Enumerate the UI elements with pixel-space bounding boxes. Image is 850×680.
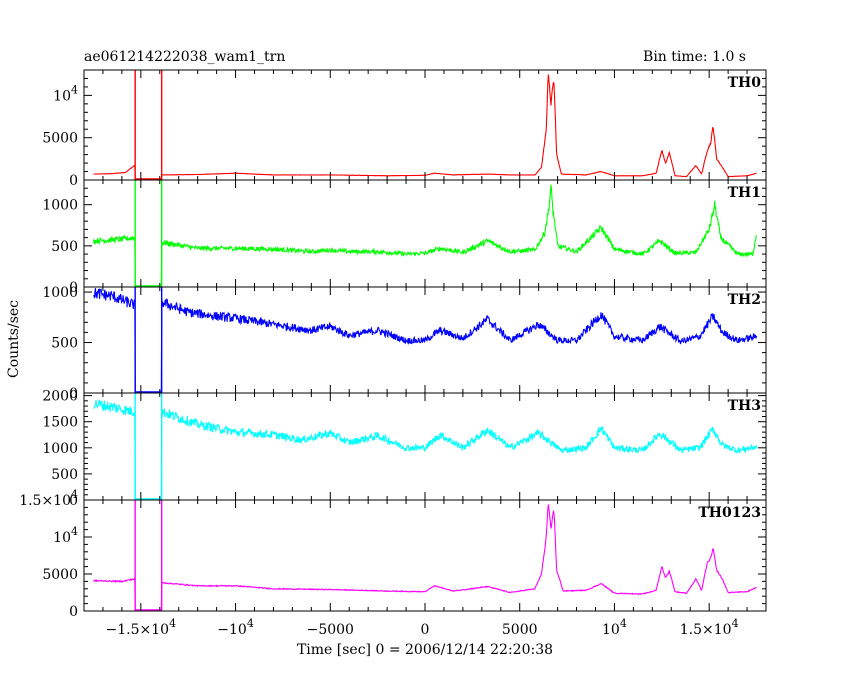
y-tick-label: 5000 (42, 131, 78, 147)
series-line-th1 (92, 184, 758, 287)
panel-th0: 0 5000 104 TH0 (42, 69, 767, 189)
y-tick-label: 1000 (42, 198, 78, 214)
x-tick-label: 1.5×104 (680, 617, 739, 638)
panel-th2: 0 500 1000 TH2 (42, 285, 767, 402)
panel-label-th0123: TH0123 (698, 505, 761, 521)
x-tick-label: −1.5×104 (106, 617, 177, 638)
y-tick-label: 104 (53, 83, 78, 104)
y-tick-label: 500 (51, 336, 78, 352)
x-axis-label: Time [sec] 0 = 2006/12/14 22:20:38 (297, 642, 553, 658)
y-tick-label: 1.5×104 (19, 488, 78, 509)
bin-time-label: Bin time: 1.0 s (643, 49, 746, 65)
data-gap-th3 (134, 393, 163, 500)
y-tick-label: 500 (51, 239, 78, 255)
panel-label-th1: TH1 (728, 185, 761, 201)
y-tick-label: 0 (69, 173, 78, 189)
y-tick-label: 1000 (42, 441, 78, 457)
series-line-th0123 (93, 504, 757, 611)
x-tick-label: 0 (421, 622, 430, 638)
panel-label-th2: TH2 (728, 292, 761, 308)
y-tick-label: 5000 (42, 567, 78, 583)
y-tick-label: 0 (69, 280, 78, 296)
data-gap-th0123 (134, 500, 163, 611)
data-gap-th1 (134, 180, 163, 287)
panel-th3: 0 500 1000 1500 2000 TH3 (42, 389, 767, 509)
y-tick-label: 104 (53, 525, 78, 546)
data-gap-th0 (134, 70, 163, 180)
y-tick-label: 0 (69, 386, 78, 402)
x-tick-label: 104 (602, 617, 627, 638)
y-tick-label: 2000 (42, 389, 78, 405)
panel-label-th3: TH3 (728, 398, 761, 414)
y-tick-label: 0 (69, 493, 78, 509)
y-axis-label: Counts/sec (6, 300, 22, 378)
y-tick-label: 0 (69, 604, 78, 620)
panel-frame (83, 392, 767, 501)
series-line-th0 (93, 74, 757, 180)
panel-frame (83, 499, 767, 612)
panel-label-th0: TH0 (728, 75, 762, 91)
x-axis-ticks: −1.5×104 −104 −5000 0 5000 104 1.5×104 (106, 617, 739, 638)
data-gap-th2 (134, 287, 163, 393)
x-tick-label: −104 (217, 617, 254, 638)
panel-frame (83, 69, 767, 181)
x-tick-label: −5000 (307, 622, 354, 638)
series-line-th3 (93, 399, 758, 500)
y-tick-label: 500 (51, 467, 78, 483)
panel-th0123: 0 5000 104 1.5×104 TH0123 (19, 488, 767, 620)
panel-frame (83, 179, 767, 288)
y-tick-label: 1500 (42, 415, 78, 431)
chart-title: ae061214222038_wam1_trn (84, 49, 285, 65)
panel-stack: 0 5000 104 TH0 0 500 1000 TH1 0 500 1000 TH2 0 500 100… (19, 69, 767, 620)
series-line-th2 (93, 287, 758, 393)
y-tick-label: 1000 (42, 285, 78, 301)
x-tick-label: 5000 (502, 622, 538, 638)
panel-th1: 0 500 1000 TH1 (42, 179, 767, 296)
